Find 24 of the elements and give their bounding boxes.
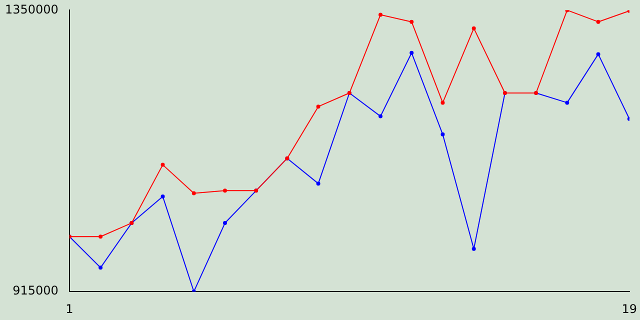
point [378, 114, 383, 118]
point [596, 20, 600, 24]
point [472, 26, 476, 30]
point [472, 246, 476, 251]
point [316, 182, 320, 186]
point [316, 104, 320, 109]
point [410, 20, 414, 24]
x-tick-label: 19 [622, 302, 638, 316]
point [192, 191, 196, 196]
point [222, 221, 227, 226]
point [410, 50, 414, 55]
y-tick-label: 1350000 [4, 2, 58, 16]
point [160, 194, 165, 199]
point [565, 100, 570, 105]
point [440, 100, 445, 105]
x-tick-label: 1 [66, 302, 74, 316]
point [98, 266, 103, 270]
point [378, 12, 383, 17]
point [440, 132, 445, 136]
point [596, 52, 600, 56]
y-tick-label: 915000 [12, 284, 58, 298]
point [222, 188, 227, 193]
point [98, 234, 103, 239]
point [160, 162, 165, 167]
